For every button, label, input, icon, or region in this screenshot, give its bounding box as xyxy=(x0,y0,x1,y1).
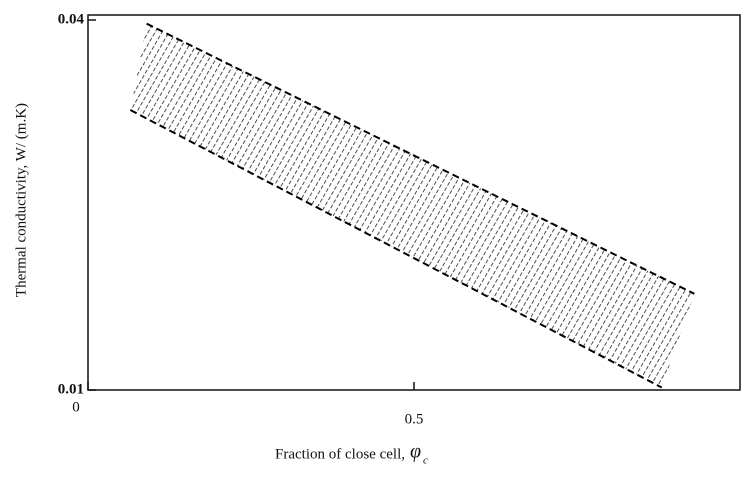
y-tick-label: 0.04 xyxy=(58,11,85,27)
x-axis-title: Fraction of close cell, xyxy=(275,446,405,462)
x-axis-subscript: c xyxy=(423,455,428,467)
hatched-band xyxy=(130,23,695,388)
x-tick-label: 0.5 xyxy=(405,411,424,427)
bound-line xyxy=(129,109,663,389)
x-axis-symbol: φ xyxy=(410,441,421,463)
y-tick-label: 0.01 xyxy=(58,381,84,397)
x-tick-label: 0 xyxy=(72,399,80,415)
y-axis-title: Thermal conductivity, W/ (m.K) xyxy=(13,103,29,297)
bound-line xyxy=(146,22,695,295)
